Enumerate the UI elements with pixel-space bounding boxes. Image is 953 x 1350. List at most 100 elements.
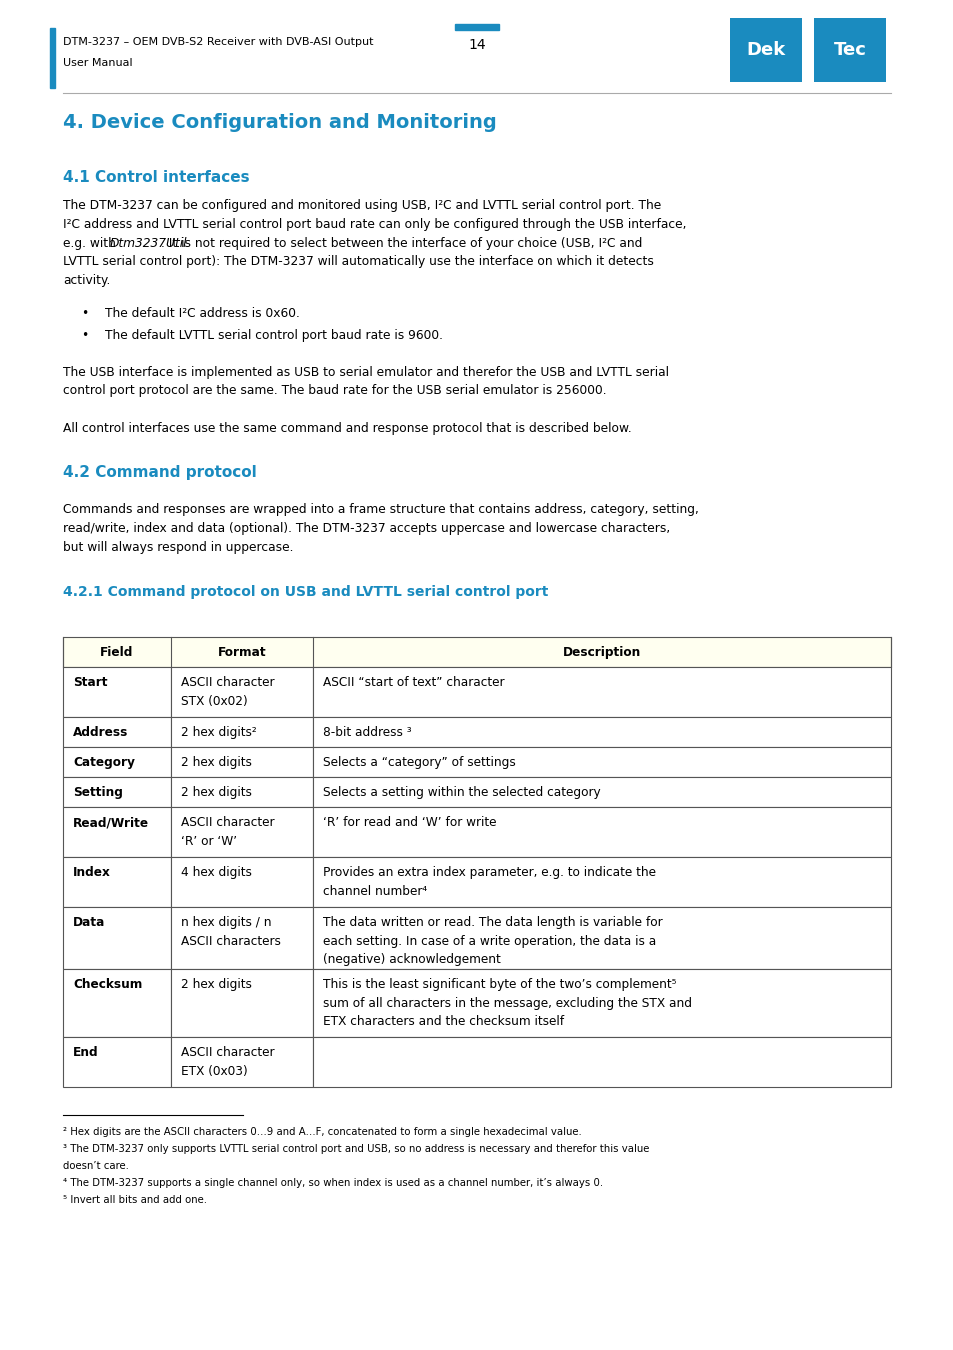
Bar (313, 778, 890, 807)
Text: (negative) acknowledgement: (negative) acknowledgement (323, 953, 500, 967)
Bar (63, 717, 171, 748)
Bar (171, 748, 313, 778)
Bar (313, 857, 890, 907)
Text: Tec: Tec (833, 40, 865, 59)
Text: 4 hex digits: 4 hex digits (181, 867, 252, 879)
Text: The default LVTTL serial control port baud rate is 9600.: The default LVTTL serial control port ba… (105, 329, 442, 342)
Bar (63, 637, 890, 667)
Text: 2 hex digits: 2 hex digits (181, 979, 252, 991)
Text: sum of all characters in the message, excluding the STX and: sum of all characters in the message, ex… (323, 996, 691, 1010)
Text: Dtm3237Util: Dtm3237Util (110, 236, 187, 250)
Text: ⁴ The DTM-3237 supports a single channel only, so when index is used as a channe: ⁴ The DTM-3237 supports a single channel… (63, 1177, 602, 1188)
Text: doesn’t care.: doesn’t care. (63, 1161, 129, 1170)
Text: ⁵ Invert all bits and add one.: ⁵ Invert all bits and add one. (63, 1195, 207, 1204)
Text: The USB interface is implemented as USB to serial emulator and therefor the USB : The USB interface is implemented as USB … (63, 366, 668, 378)
Text: ‘R’ or ‘W’: ‘R’ or ‘W’ (181, 834, 237, 848)
Bar (171, 778, 313, 807)
Text: Provides an extra index parameter, e.g. to indicate the: Provides an extra index parameter, e.g. … (323, 867, 656, 879)
Bar (313, 907, 890, 969)
Text: e.g. with Dtm3237Util. It is not required to select between the interface of you: e.g. with Dtm3237Util. It is not require… (63, 236, 679, 250)
Text: Start: Start (73, 676, 108, 690)
Text: STX (0x02): STX (0x02) (181, 695, 248, 707)
Text: n hex digits / n: n hex digits / n (181, 917, 272, 929)
Bar (63, 778, 171, 807)
Bar (813, 18, 885, 82)
Bar (455, 23, 498, 30)
Text: ³ The DTM-3237 only supports LVTTL serial control port and USB, so no address is: ³ The DTM-3237 only supports LVTTL seria… (63, 1145, 649, 1154)
Text: 4. Device Configuration and Monitoring: 4. Device Configuration and Monitoring (63, 113, 497, 132)
Text: All control interfaces use the same command and response protocol that is descri: All control interfaces use the same comm… (63, 423, 631, 435)
Text: Format: Format (217, 645, 266, 659)
Text: ² Hex digits are the ASCII characters 0…9 and A…F, concatenated to form a single: ² Hex digits are the ASCII characters 0…… (63, 1127, 581, 1138)
Text: activity.: activity. (63, 274, 111, 288)
Bar (50, 28, 54, 88)
Text: 4.2.1 Command protocol on USB and LVTTL serial control port: 4.2.1 Command protocol on USB and LVTTL … (63, 586, 548, 599)
Text: e.g. with: e.g. with (63, 236, 120, 250)
Bar (63, 969, 171, 1037)
Text: ‘R’ for read and ‘W’ for write: ‘R’ for read and ‘W’ for write (323, 817, 496, 829)
Text: Category: Category (73, 756, 134, 770)
Text: This is the least significant byte of the two’s complement⁵: This is the least significant byte of th… (323, 979, 676, 991)
Bar (63, 907, 171, 969)
Text: ASCII characters: ASCII characters (181, 936, 280, 948)
Bar (171, 857, 313, 907)
Text: 8-bit address ³: 8-bit address ³ (323, 726, 411, 740)
Text: Read/Write: Read/Write (73, 817, 149, 829)
Text: ASCII character: ASCII character (181, 817, 274, 829)
Text: ASCII character: ASCII character (181, 676, 274, 690)
Text: I²C address and LVTTL serial control port baud rate can only be configured throu: I²C address and LVTTL serial control por… (63, 217, 686, 231)
Text: Selects a setting within the selected category: Selects a setting within the selected ca… (323, 787, 600, 799)
Bar (171, 907, 313, 969)
Bar (171, 1037, 313, 1087)
Text: The default I²C address is 0x60.: The default I²C address is 0x60. (105, 306, 299, 320)
Text: End: End (73, 1046, 98, 1060)
Text: Index: Index (73, 867, 111, 879)
Bar (171, 717, 313, 748)
Text: channel number⁴: channel number⁴ (323, 884, 427, 898)
Text: DTM-3237 – OEM DVB-S2 Receiver with DVB-ASI Output: DTM-3237 – OEM DVB-S2 Receiver with DVB-… (63, 36, 374, 47)
Text: . It is not required to select between the interface of your choice (USB, I²C an: . It is not required to select between t… (161, 236, 641, 250)
Text: 4.1 Control interfaces: 4.1 Control interfaces (63, 170, 250, 185)
Text: Address: Address (73, 726, 129, 740)
Text: User Manual: User Manual (63, 58, 132, 68)
Bar (171, 667, 313, 717)
Text: Checksum: Checksum (73, 979, 142, 991)
Text: •: • (81, 306, 89, 320)
Text: control port protocol are the same. The baud rate for the USB serial emulator is: control port protocol are the same. The … (63, 385, 606, 397)
Bar (313, 667, 890, 717)
Text: ASCII “start of text” character: ASCII “start of text” character (323, 676, 504, 690)
Text: each setting. In case of a write operation, the data is a: each setting. In case of a write operati… (323, 936, 656, 948)
Bar (171, 807, 313, 857)
Bar (63, 857, 171, 907)
Text: The DTM-3237 can be configured and monitored using USB, I²C and LVTTL serial con: The DTM-3237 can be configured and monit… (63, 198, 660, 212)
Text: 4.2 Command protocol: 4.2 Command protocol (63, 464, 256, 481)
Text: ETX characters and the checksum itself: ETX characters and the checksum itself (323, 1015, 563, 1029)
Text: Dek: Dek (745, 40, 785, 59)
Bar (63, 1037, 171, 1087)
Text: LVTTL serial control port): The DTM-3237 will automatically use the interface on: LVTTL serial control port): The DTM-3237… (63, 255, 653, 269)
Text: Data: Data (73, 917, 105, 929)
Text: but will always respond in uppercase.: but will always respond in uppercase. (63, 540, 294, 553)
Bar (313, 807, 890, 857)
Text: 14: 14 (468, 38, 485, 53)
Bar (313, 748, 890, 778)
Text: Selects a “category” of settings: Selects a “category” of settings (323, 756, 516, 770)
Text: 2 hex digits²: 2 hex digits² (181, 726, 256, 740)
Bar (63, 667, 171, 717)
Text: 2 hex digits: 2 hex digits (181, 756, 252, 770)
Bar (313, 1037, 890, 1087)
Text: ASCII character: ASCII character (181, 1046, 274, 1060)
Bar (313, 717, 890, 748)
Text: 2 hex digits: 2 hex digits (181, 787, 252, 799)
Bar (63, 807, 171, 857)
Bar (63, 748, 171, 778)
Text: ETX (0x03): ETX (0x03) (181, 1065, 248, 1077)
Text: Description: Description (562, 645, 640, 659)
Text: Field: Field (100, 645, 133, 659)
Bar (313, 969, 890, 1037)
Text: Commands and responses are wrapped into a frame structure that contains address,: Commands and responses are wrapped into … (63, 504, 699, 516)
Text: The data written or read. The data length is variable for: The data written or read. The data lengt… (323, 917, 662, 929)
Text: read/write, index and data (optional). The DTM-3237 accepts uppercase and lowerc: read/write, index and data (optional). T… (63, 522, 670, 535)
Text: Setting: Setting (73, 787, 123, 799)
Bar (171, 969, 313, 1037)
